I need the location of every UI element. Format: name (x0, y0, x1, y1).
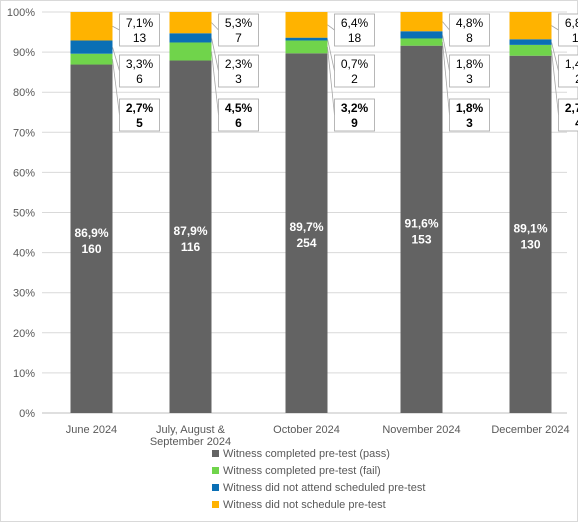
data-label-pct: 0,7% (341, 57, 369, 71)
data-label-pct: 6,4% (341, 16, 369, 30)
data-label-pct: 89,1% (513, 221, 547, 235)
data-label-pct: 2,7% (126, 101, 154, 115)
bar-segment (71, 54, 113, 65)
leader-line (212, 23, 219, 30)
y-tick-label: 70% (13, 127, 35, 139)
legend-swatch (212, 484, 219, 491)
bar-segment (401, 12, 443, 31)
bar-segment (510, 39, 552, 45)
data-label-count: 2 (351, 72, 358, 86)
y-tick-label: 30% (13, 288, 35, 300)
leader-line (443, 22, 450, 30)
data-label-pct: 3,2% (341, 101, 369, 115)
leader-line (212, 51, 219, 115)
legend-label: Witness did not schedule pre-test (223, 499, 386, 511)
bar-segment (71, 40, 113, 53)
data-label-count: 18 (348, 31, 362, 45)
bar-segment (401, 38, 443, 45)
data-label-count: 116 (181, 240, 201, 254)
data-label-pct: 5,3% (225, 16, 253, 30)
bar-segment (510, 12, 552, 39)
leader-line (328, 47, 335, 115)
bar-segment (170, 33, 212, 42)
data-label-count: 9 (351, 116, 358, 130)
y-tick-label: 100% (7, 7, 35, 19)
data-label-count: 3 (466, 72, 473, 86)
data-label-pct: 3,3% (126, 57, 154, 71)
leader-line (552, 26, 559, 30)
legend-swatch (212, 501, 219, 508)
x-category-label: June 2024 (66, 424, 117, 436)
data-label-pct: 86,9% (74, 226, 108, 240)
bar-segment (286, 12, 328, 38)
data-label-count: 5 (136, 116, 143, 130)
data-label-count: 6 (136, 72, 143, 86)
data-label-pct: 1,8% (456, 101, 484, 115)
legend-label: Witness completed pre-test (pass) (223, 448, 390, 460)
y-tick-label: 60% (13, 167, 35, 179)
data-label-pct: 7,1% (126, 16, 154, 30)
bar-segment (286, 38, 328, 41)
data-label-pct: 2,3% (225, 57, 253, 71)
data-label-count: 153 (411, 232, 431, 246)
y-tick-label: 0% (19, 408, 35, 420)
leader-line (328, 25, 335, 30)
legend-swatch (212, 467, 219, 474)
data-label-count: 3 (235, 72, 242, 86)
data-label-pct: 1,8% (456, 57, 484, 71)
x-category-label: July, August & (156, 424, 226, 436)
bar-segment (71, 12, 113, 40)
data-label-pct: 1,4% (565, 57, 578, 71)
legend-label: Witness did not attend scheduled pre-tes… (223, 482, 425, 494)
y-tick-label: 10% (13, 368, 35, 380)
bar-segment (170, 12, 212, 33)
data-label-pct: 2,7% (565, 101, 578, 115)
y-tick-label: 90% (13, 47, 35, 59)
data-label-pct: 87,9% (173, 224, 207, 238)
data-label-pct: 89,7% (289, 220, 323, 234)
legend: Witness completed pre-test (pass) Witness… (212, 448, 425, 511)
bar-segment (286, 40, 328, 53)
leader-line (552, 50, 559, 115)
data-label-count: 6 (235, 116, 242, 130)
x-category-label: November 2024 (382, 424, 460, 436)
data-label-count: 160 (81, 242, 101, 256)
data-label-count: 13 (133, 31, 147, 45)
y-tick-label: 50% (13, 208, 35, 220)
y-tick-label: 40% (13, 248, 35, 260)
bar-segment (401, 31, 443, 38)
data-label-count: 7 (235, 31, 242, 45)
data-label-count: 10 (572, 31, 578, 45)
data-label-pct: 4,5% (225, 101, 253, 115)
legend-label: Witness completed pre-test (fail) (223, 465, 381, 477)
data-label-count: 254 (296, 236, 316, 250)
leader-line (212, 38, 219, 71)
y-tick-label: 20% (13, 328, 35, 340)
data-label-count: 3 (466, 116, 473, 130)
x-category-label: December 2024 (491, 424, 569, 436)
data-label-count: 130 (520, 237, 540, 251)
legend-swatch (212, 450, 219, 457)
x-category-label: October 2024 (273, 424, 340, 436)
data-label-pct: 6,8% (565, 16, 578, 30)
data-label-count: 8 (466, 31, 473, 45)
bar-segment (170, 42, 212, 60)
leader-line (113, 26, 120, 30)
y-tick-label: 80% (13, 87, 35, 99)
x-category-label: September 2024 (150, 436, 231, 448)
data-label-pct: 4,8% (456, 16, 484, 30)
bar-segment (510, 45, 552, 56)
data-label-pct: 91,6% (404, 216, 438, 230)
